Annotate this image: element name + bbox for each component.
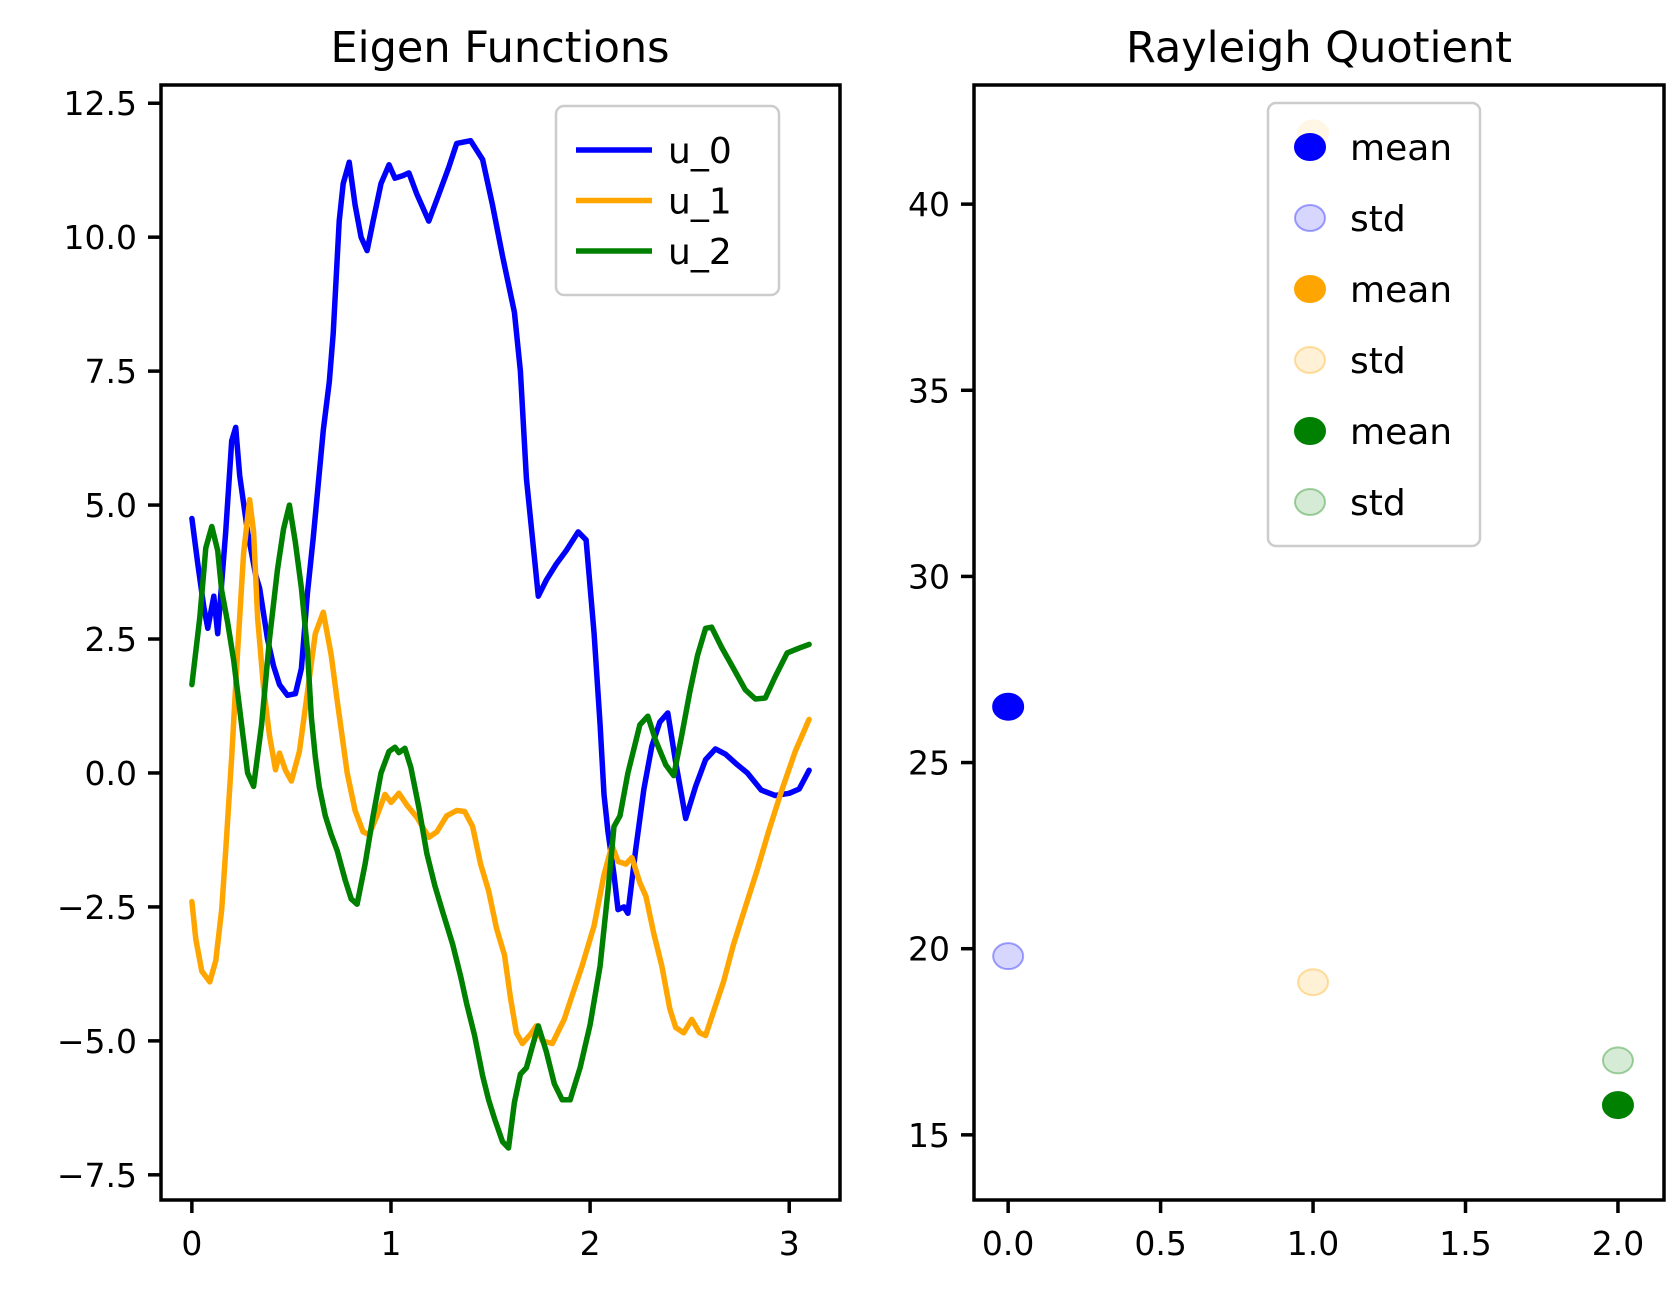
x-tick-label: 1 <box>380 1224 401 1263</box>
legend-dot-swatch <box>1294 275 1326 303</box>
y-tick-label: 35 <box>908 371 950 410</box>
legend-label: u_1 <box>668 182 732 223</box>
x-tick-label: 1.5 <box>1439 1224 1491 1263</box>
scatter-point-std <box>1601 1046 1634 1075</box>
y-tick-label: 30 <box>908 557 950 596</box>
y-tick-label: 40 <box>908 185 950 224</box>
legend-label: u_2 <box>668 232 732 273</box>
axes-spines <box>159 83 842 1202</box>
axes-spines <box>972 83 1666 1202</box>
legend-label: mean <box>1350 412 1452 453</box>
x-tick-label: 0.0 <box>982 1224 1034 1263</box>
y-tick-label: 7.5 <box>85 352 137 391</box>
scatter-point-mean <box>1601 1091 1634 1120</box>
y-tick-label: −2.5 <box>57 888 137 927</box>
x-tick-label: 2 <box>580 1224 601 1263</box>
series-u_2 <box>189 502 812 1151</box>
x-tick-label: 3 <box>779 1224 800 1263</box>
scatter-point-std <box>1297 968 1330 997</box>
legend-box <box>554 104 781 297</box>
x-tick-label: 2.0 <box>1592 1224 1644 1263</box>
y-tick-label: 25 <box>908 744 950 783</box>
x-tick-label: 0.5 <box>1134 1224 1186 1263</box>
legend-label: std <box>1350 341 1406 382</box>
y-tick-label: 20 <box>908 930 950 969</box>
y-tick-label: 10.0 <box>64 218 137 257</box>
legend-dot-swatch <box>1294 417 1326 445</box>
y-tick-label: 0.0 <box>85 754 137 793</box>
y-tick-label: 2.5 <box>85 620 137 659</box>
y-tick-label: 5.0 <box>85 486 137 525</box>
legend-label: std <box>1350 483 1406 524</box>
legend-label: u_0 <box>668 131 732 172</box>
y-tick-label: 15 <box>908 1116 950 1155</box>
x-tick-label: 1.0 <box>1287 1224 1339 1263</box>
legend-label: std <box>1350 199 1406 240</box>
legend-dot-swatch <box>1294 346 1326 374</box>
legend-box <box>1266 101 1482 548</box>
legend-label: mean <box>1350 128 1452 169</box>
y-tick-label: −5.0 <box>57 1022 137 1061</box>
legend-dot-swatch <box>1294 204 1326 232</box>
y-tick-label: −7.5 <box>57 1156 137 1195</box>
legend-dot-swatch <box>1294 488 1326 516</box>
legend-label: mean <box>1350 270 1452 311</box>
x-tick-label: 0 <box>181 1224 202 1263</box>
scatter-point-mean <box>992 692 1025 721</box>
scatter-point-std <box>992 942 1025 971</box>
right-chart-title: Rayleigh Quotient <box>1126 23 1512 73</box>
y-tick-label: 12.5 <box>64 84 137 123</box>
legend-dot-swatch <box>1294 133 1326 161</box>
left-chart-title: Eigen Functions <box>330 23 669 73</box>
